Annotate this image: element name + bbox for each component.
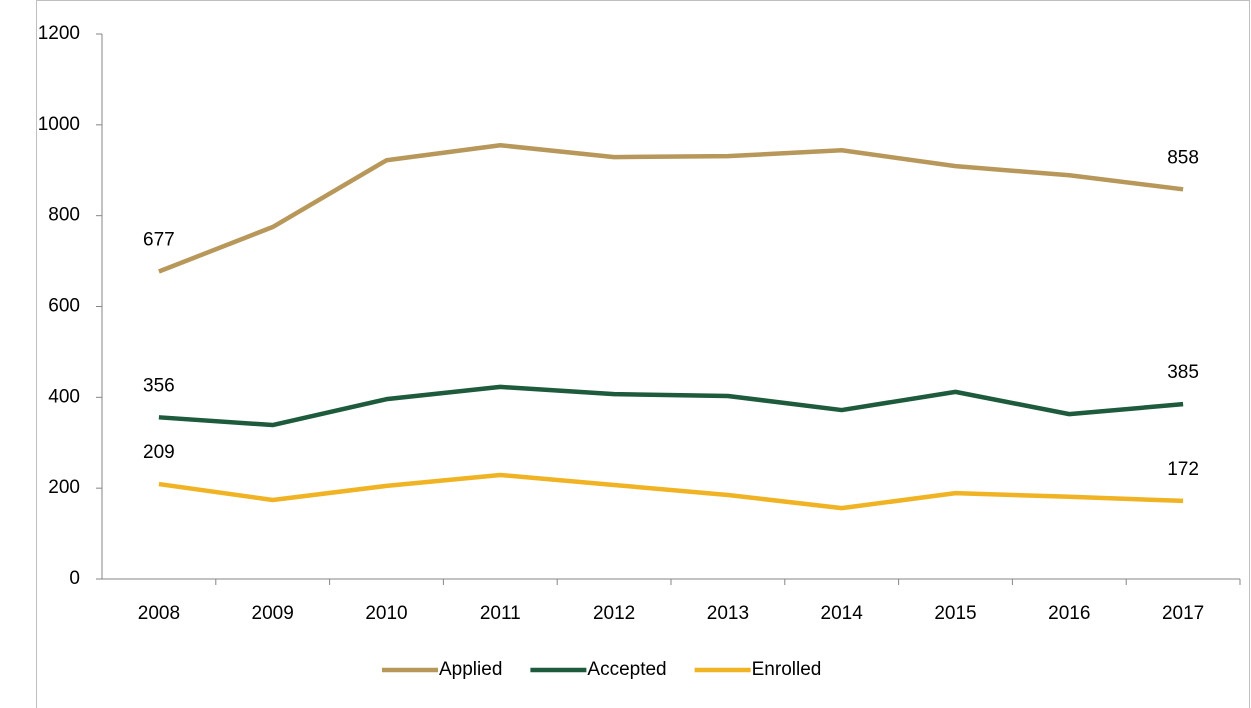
y-tick-label: 1200 (38, 23, 80, 44)
x-tick-label: 2009 (252, 603, 294, 624)
series-line (158, 143, 1184, 274)
x-tick-label: 2012 (593, 603, 635, 624)
series-line (158, 472, 1184, 511)
y-tick-label: 1000 (38, 114, 80, 135)
x-tick-label: 2015 (934, 603, 976, 624)
data-label: 356 (143, 375, 175, 396)
series-line (158, 384, 1184, 428)
x-tick-label: 2016 (1048, 603, 1090, 624)
y-tick-label: 0 (69, 568, 80, 589)
x-tick-label: 2010 (365, 603, 407, 624)
y-tick-label: 400 (48, 386, 80, 407)
x-tick-label: 2008 (138, 603, 180, 624)
x-tick-label: 2014 (821, 603, 864, 624)
legend-label: Applied (439, 659, 502, 680)
data-label: 209 (143, 442, 175, 463)
y-tick-label: 800 (48, 205, 80, 226)
x-tick-label: 2011 (480, 603, 521, 624)
chart-border (36, 0, 1250, 708)
y-tick-label: 200 (48, 477, 80, 498)
y-tick-label: 600 (48, 296, 80, 317)
legend-label: Enrolled (752, 659, 822, 680)
data-label: 677 (143, 230, 175, 251)
x-tick-label: 2013 (707, 603, 749, 624)
data-label: 385 (1167, 362, 1199, 383)
x-tick-label: 2017 (1162, 603, 1204, 624)
data-label: 858 (1167, 147, 1199, 168)
data-label: 172 (1167, 459, 1199, 480)
legend-label: Accepted (587, 659, 666, 680)
